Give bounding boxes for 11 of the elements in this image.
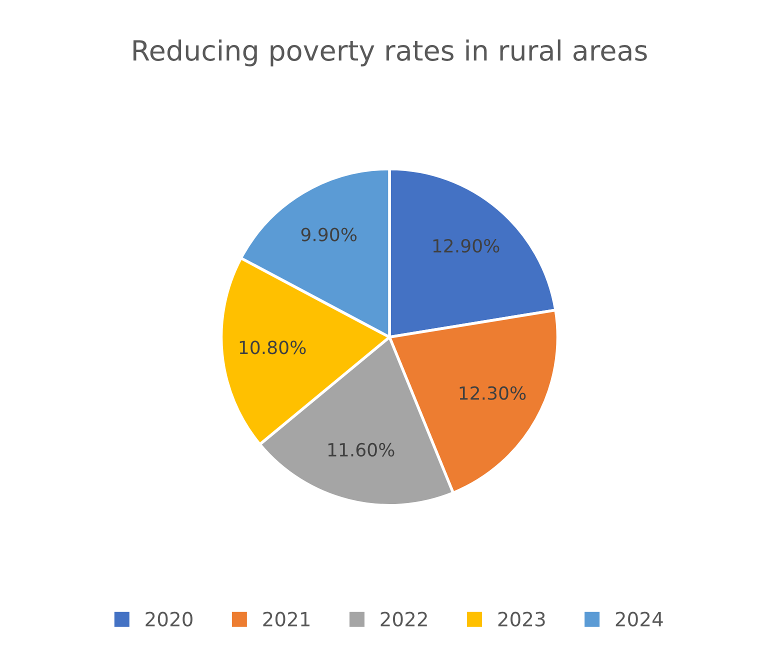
- chart-title: Reducing poverty rates in rural areas: [133, 39, 647, 66]
- legend-label: 2023: [498, 612, 545, 627]
- legend-label: 2020: [146, 612, 192, 627]
- data-label: 11.60%: [328, 442, 394, 457]
- data-label: 9.90%: [301, 228, 357, 242]
- data-label: 12.90%: [433, 238, 500, 253]
- data-label: 10.80%: [240, 340, 306, 354]
- data-label: 12.30%: [460, 386, 526, 400]
- legend-label: 2024: [616, 612, 663, 627]
- legend-label: 2021: [263, 612, 310, 627]
- legend-label: 2022: [380, 612, 427, 627]
